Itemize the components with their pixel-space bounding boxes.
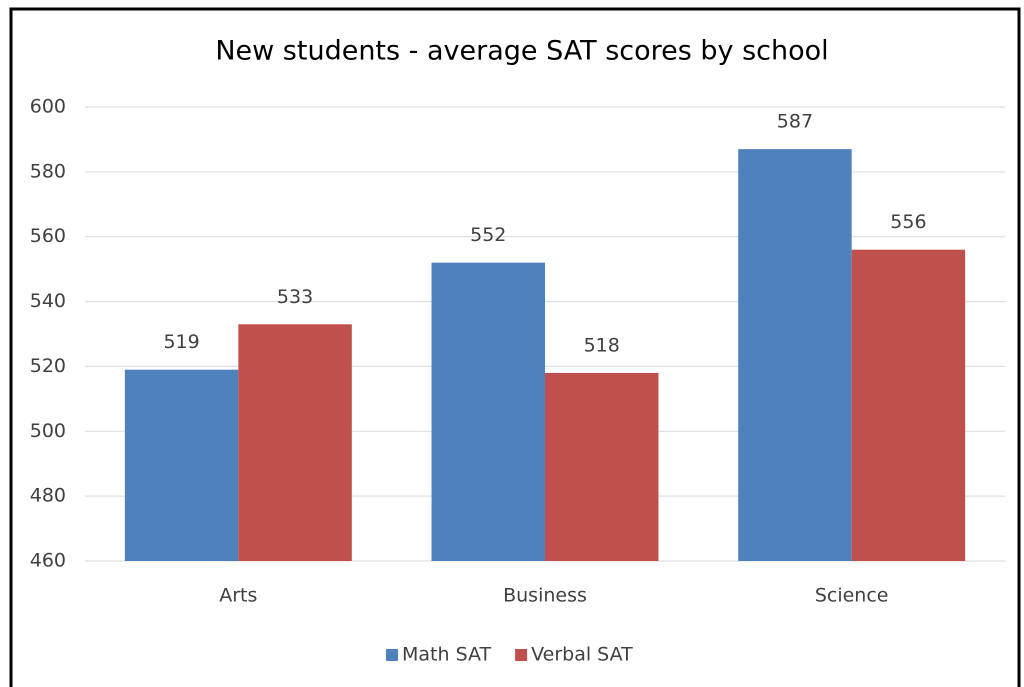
bar [545, 372, 659, 561]
chart-title: New students - average SAT scores by sch… [215, 36, 828, 67]
data-label: 556 [890, 211, 926, 233]
bar [238, 324, 352, 561]
data-label: 533 [277, 286, 313, 308]
legend-swatch [515, 649, 528, 661]
bar [124, 369, 239, 561]
bar [738, 149, 852, 561]
y-tick-label: 580 [30, 160, 66, 182]
x-tick-label: Science [815, 585, 889, 607]
data-label: 519 [163, 331, 199, 353]
y-tick-label: 560 [30, 225, 66, 247]
data-label: 518 [584, 334, 620, 356]
y-tick-label: 500 [30, 420, 66, 442]
legend-label: Math SAT [402, 644, 492, 666]
data-label: 552 [470, 224, 506, 246]
y-tick-label: 480 [30, 485, 66, 507]
bar [851, 249, 966, 561]
y-tick-label: 520 [30, 355, 66, 377]
legend-swatch [386, 649, 398, 661]
legend-label: Verbal SAT [531, 644, 633, 666]
y-tick-label: 540 [30, 290, 66, 312]
y-tick-label: 600 [30, 96, 66, 118]
x-tick-label: Business [503, 585, 587, 607]
data-label: 587 [777, 111, 813, 133]
bar [431, 262, 545, 561]
y-tick-label: 460 [30, 550, 66, 572]
x-tick-label: Arts [219, 585, 257, 607]
